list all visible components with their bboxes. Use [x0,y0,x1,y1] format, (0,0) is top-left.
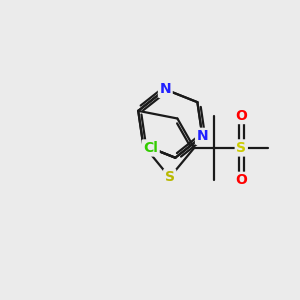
Text: S: S [165,170,175,184]
Text: O: O [235,109,247,122]
Text: O: O [235,173,247,187]
Text: S: S [236,141,246,155]
Text: Cl: Cl [143,141,158,155]
Text: N: N [160,82,171,96]
Text: N: N [196,129,208,143]
